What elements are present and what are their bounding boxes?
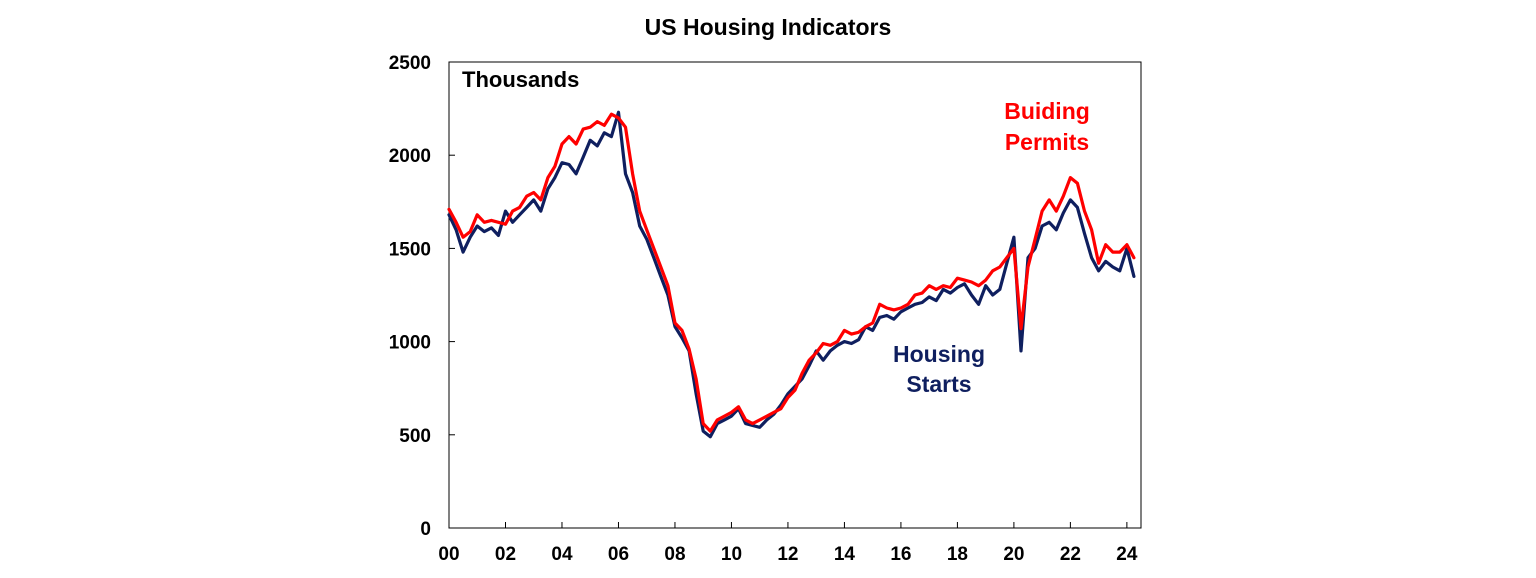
x-tick-label: 12 bbox=[777, 544, 798, 565]
y-tick-label: 0 bbox=[420, 519, 431, 540]
plot-frame bbox=[448, 61, 1142, 529]
x-tick-label: 02 bbox=[495, 544, 516, 565]
unit-label: Thousands bbox=[462, 67, 579, 92]
series-labels: Buiding Permits Housing Starts bbox=[893, 98, 1090, 397]
y-tick-label: 1500 bbox=[389, 239, 431, 260]
x-tick-label: 04 bbox=[551, 544, 573, 565]
series-line-housing-starts bbox=[447, 110, 1136, 439]
x-tick-label: 18 bbox=[947, 544, 968, 565]
x-tick-label: 20 bbox=[1003, 544, 1024, 565]
y-tick-label: 500 bbox=[399, 426, 431, 447]
series-label-building-permits: Buiding bbox=[1004, 98, 1090, 124]
series-label-housing-starts: Starts bbox=[906, 371, 971, 397]
chart-title: US Housing Indicators bbox=[645, 14, 892, 40]
x-tick-label: 00 bbox=[438, 544, 459, 565]
x-tick-label: 10 bbox=[721, 544, 742, 565]
x-tick-label: 08 bbox=[664, 544, 685, 565]
x-tick-label: 06 bbox=[608, 544, 629, 565]
x-axis: 00 02 04 06 08 10 12 14 16 18 20 22 24 bbox=[438, 522, 1138, 565]
y-tick-label: 2000 bbox=[389, 146, 431, 167]
x-tick-label: 16 bbox=[890, 544, 911, 565]
series-label-building-permits: Permits bbox=[1005, 129, 1089, 155]
x-tick-label: 14 bbox=[834, 544, 856, 565]
x-tick-label: 22 bbox=[1060, 544, 1081, 565]
y-tick-label: 2500 bbox=[389, 53, 431, 74]
series-label-housing-starts: Housing bbox=[893, 341, 985, 367]
series-line-building-permits bbox=[447, 112, 1136, 433]
y-tick-label: 1000 bbox=[389, 333, 431, 354]
y-axis: 0 500 1000 1500 2000 2500 bbox=[389, 53, 455, 540]
series-layer bbox=[447, 110, 1136, 439]
x-tick-label: 24 bbox=[1116, 544, 1138, 565]
